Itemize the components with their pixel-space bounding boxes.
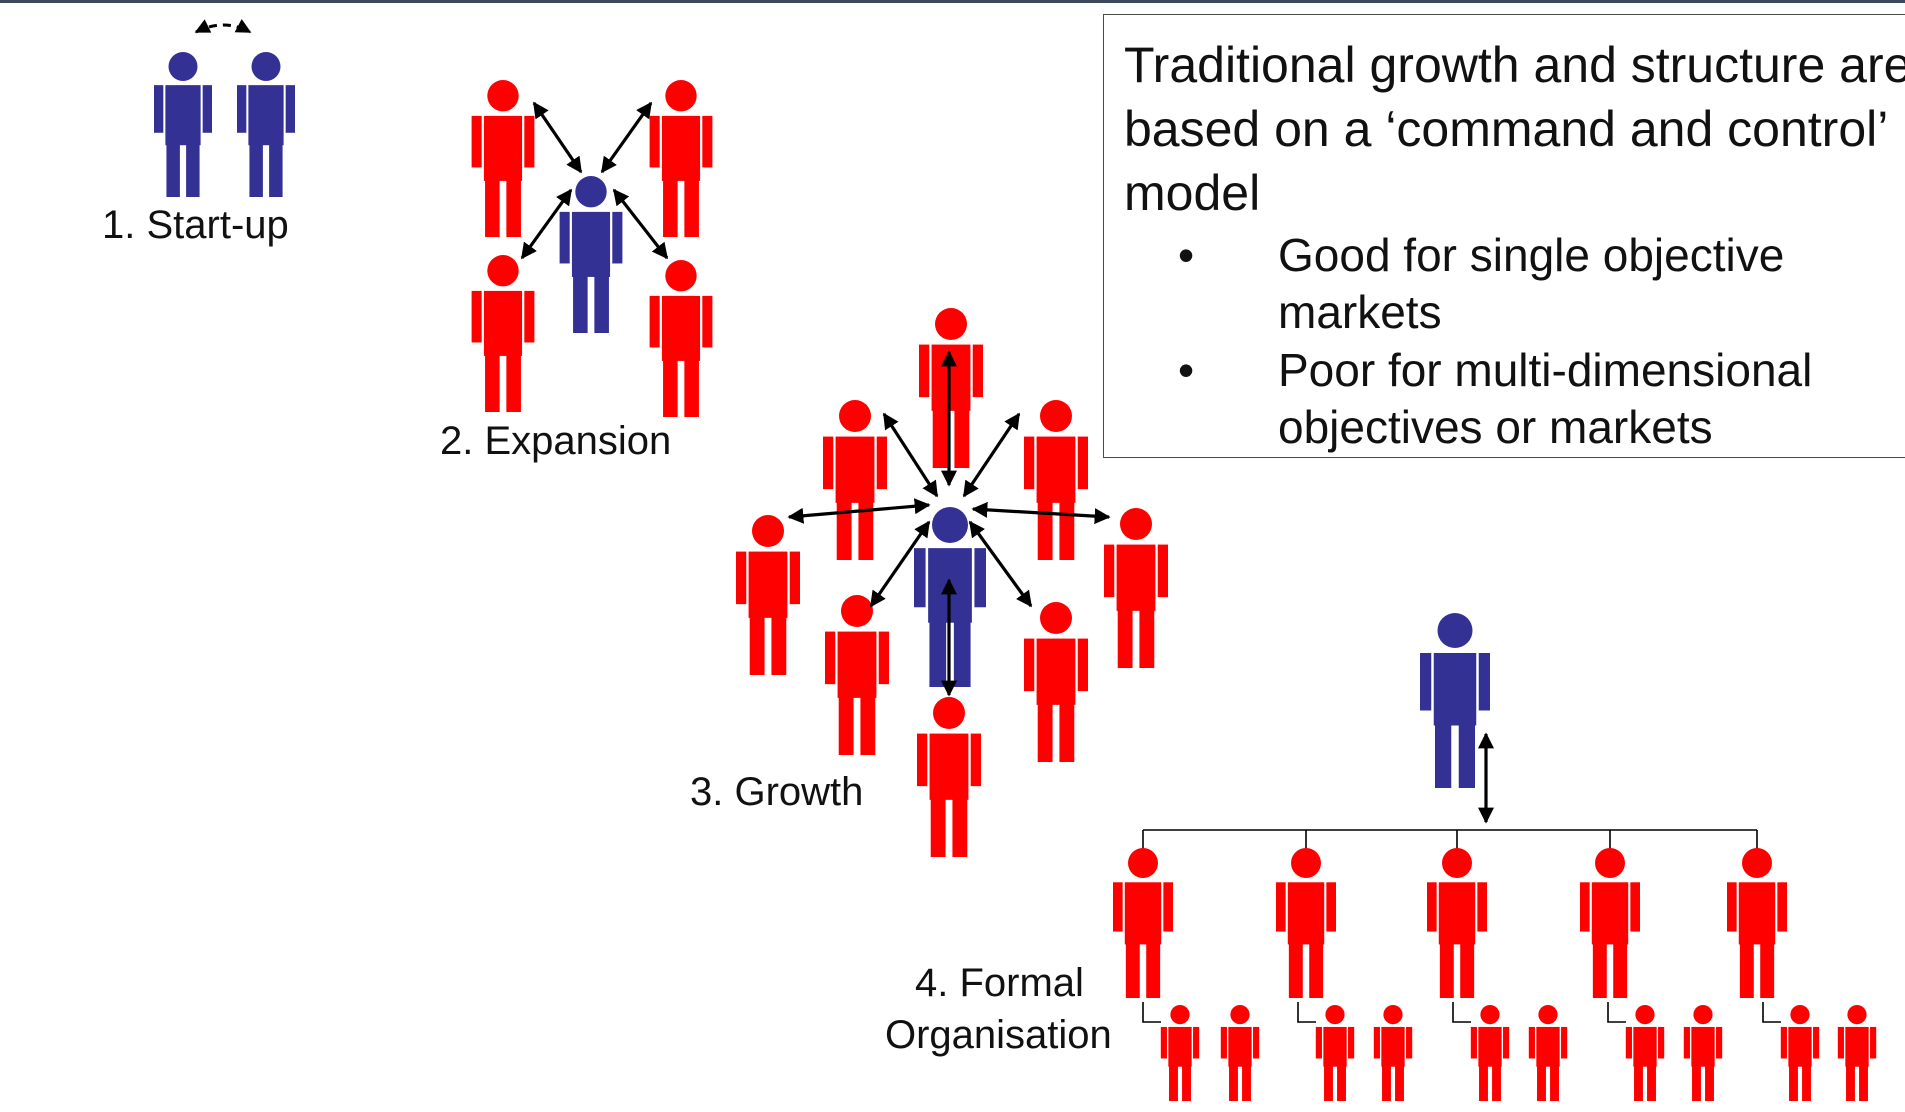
- staff-person-icon: [1315, 1005, 1355, 1101]
- staff-person-icon: [825, 595, 889, 755]
- leader-person-icon: [559, 176, 623, 333]
- staff-person-icon: [917, 697, 981, 857]
- staff-person-icon: [823, 400, 887, 560]
- staff-person-icon: [1113, 848, 1173, 998]
- org-connector-line: [1142, 1002, 1161, 1023]
- expansion-arrow-icon: [520, 188, 573, 260]
- staff-person-icon: [1470, 1005, 1510, 1101]
- staff-person-icon: [1625, 1005, 1665, 1101]
- growth-arrow-icon: [882, 412, 939, 498]
- staff-person-icon: [1104, 508, 1168, 668]
- leader-person-icon: [154, 52, 212, 197]
- stage-label-growth: 3. Growth: [690, 770, 864, 814]
- staff-person-icon: [1276, 848, 1336, 998]
- stage-label-organisation: Organisation: [885, 1013, 1112, 1057]
- org-connector-line: [1452, 1002, 1471, 1023]
- info-box-title: Traditional growth and structure are bas…: [1124, 37, 1905, 221]
- staff-person-icon: [1780, 1005, 1820, 1101]
- leader-person-icon: [1420, 613, 1490, 788]
- top-border: [0, 0, 1905, 3]
- info-bullet-1: • Good for single objective markets: [1178, 227, 1902, 341]
- staff-person-icon: [649, 80, 713, 237]
- expansion-arrow-icon: [612, 188, 669, 260]
- org-connector-line: [1607, 1002, 1626, 1023]
- staff-person-icon: [1024, 602, 1088, 762]
- staff-person-icon: [1528, 1005, 1568, 1101]
- staff-person-icon: [1373, 1005, 1413, 1101]
- staff-person-icon: [1220, 1005, 1260, 1101]
- stage-label-formal: 4. Formal: [915, 961, 1084, 1005]
- staff-person-icon: [1580, 848, 1640, 998]
- info-bullet-2-text: Poor for multi-dimensional objectives or…: [1278, 344, 1813, 453]
- info-box: Traditional growth and structure are bas…: [1103, 14, 1905, 458]
- info-bullet-1-text: Good for single objective markets: [1278, 229, 1785, 338]
- stage-label-expansion: 2. Expansion: [440, 419, 672, 463]
- growth-arrow-icon: [971, 501, 1111, 525]
- staff-person-icon: [1024, 400, 1088, 560]
- staff-person-icon: [919, 308, 983, 468]
- staff-person-icon: [649, 260, 713, 417]
- staff-person-icon: [1837, 1005, 1877, 1101]
- bullet-icon: •: [1178, 229, 1195, 281]
- staff-person-icon: [736, 515, 800, 675]
- growth-arrow-icon: [787, 498, 931, 524]
- staff-person-icon: [471, 255, 535, 412]
- org-connector-line: [1297, 1002, 1316, 1023]
- leader-person-icon: [237, 52, 295, 197]
- staff-person-icon: [471, 80, 535, 237]
- org-connector-line: [1762, 1002, 1781, 1023]
- expansion-arrow-icon: [600, 101, 653, 174]
- growth-arrow-icon: [962, 412, 1021, 498]
- expansion-arrow-icon: [532, 101, 583, 174]
- bullet-icon: •: [1178, 344, 1195, 396]
- growth-arrow-icon: [869, 520, 931, 608]
- staff-person-icon: [1727, 848, 1787, 998]
- staff-person-icon: [1427, 848, 1487, 998]
- staff-person-icon: [1683, 1005, 1723, 1101]
- stage-label-startup: 1. Start-up: [102, 203, 289, 247]
- staff-person-icon: [1160, 1005, 1200, 1101]
- startup-double-arrow-icon: [194, 18, 252, 34]
- growth-arrow-icon: [968, 520, 1033, 608]
- info-bullet-2: • Poor for multi-dimensional objectives …: [1178, 342, 1902, 456]
